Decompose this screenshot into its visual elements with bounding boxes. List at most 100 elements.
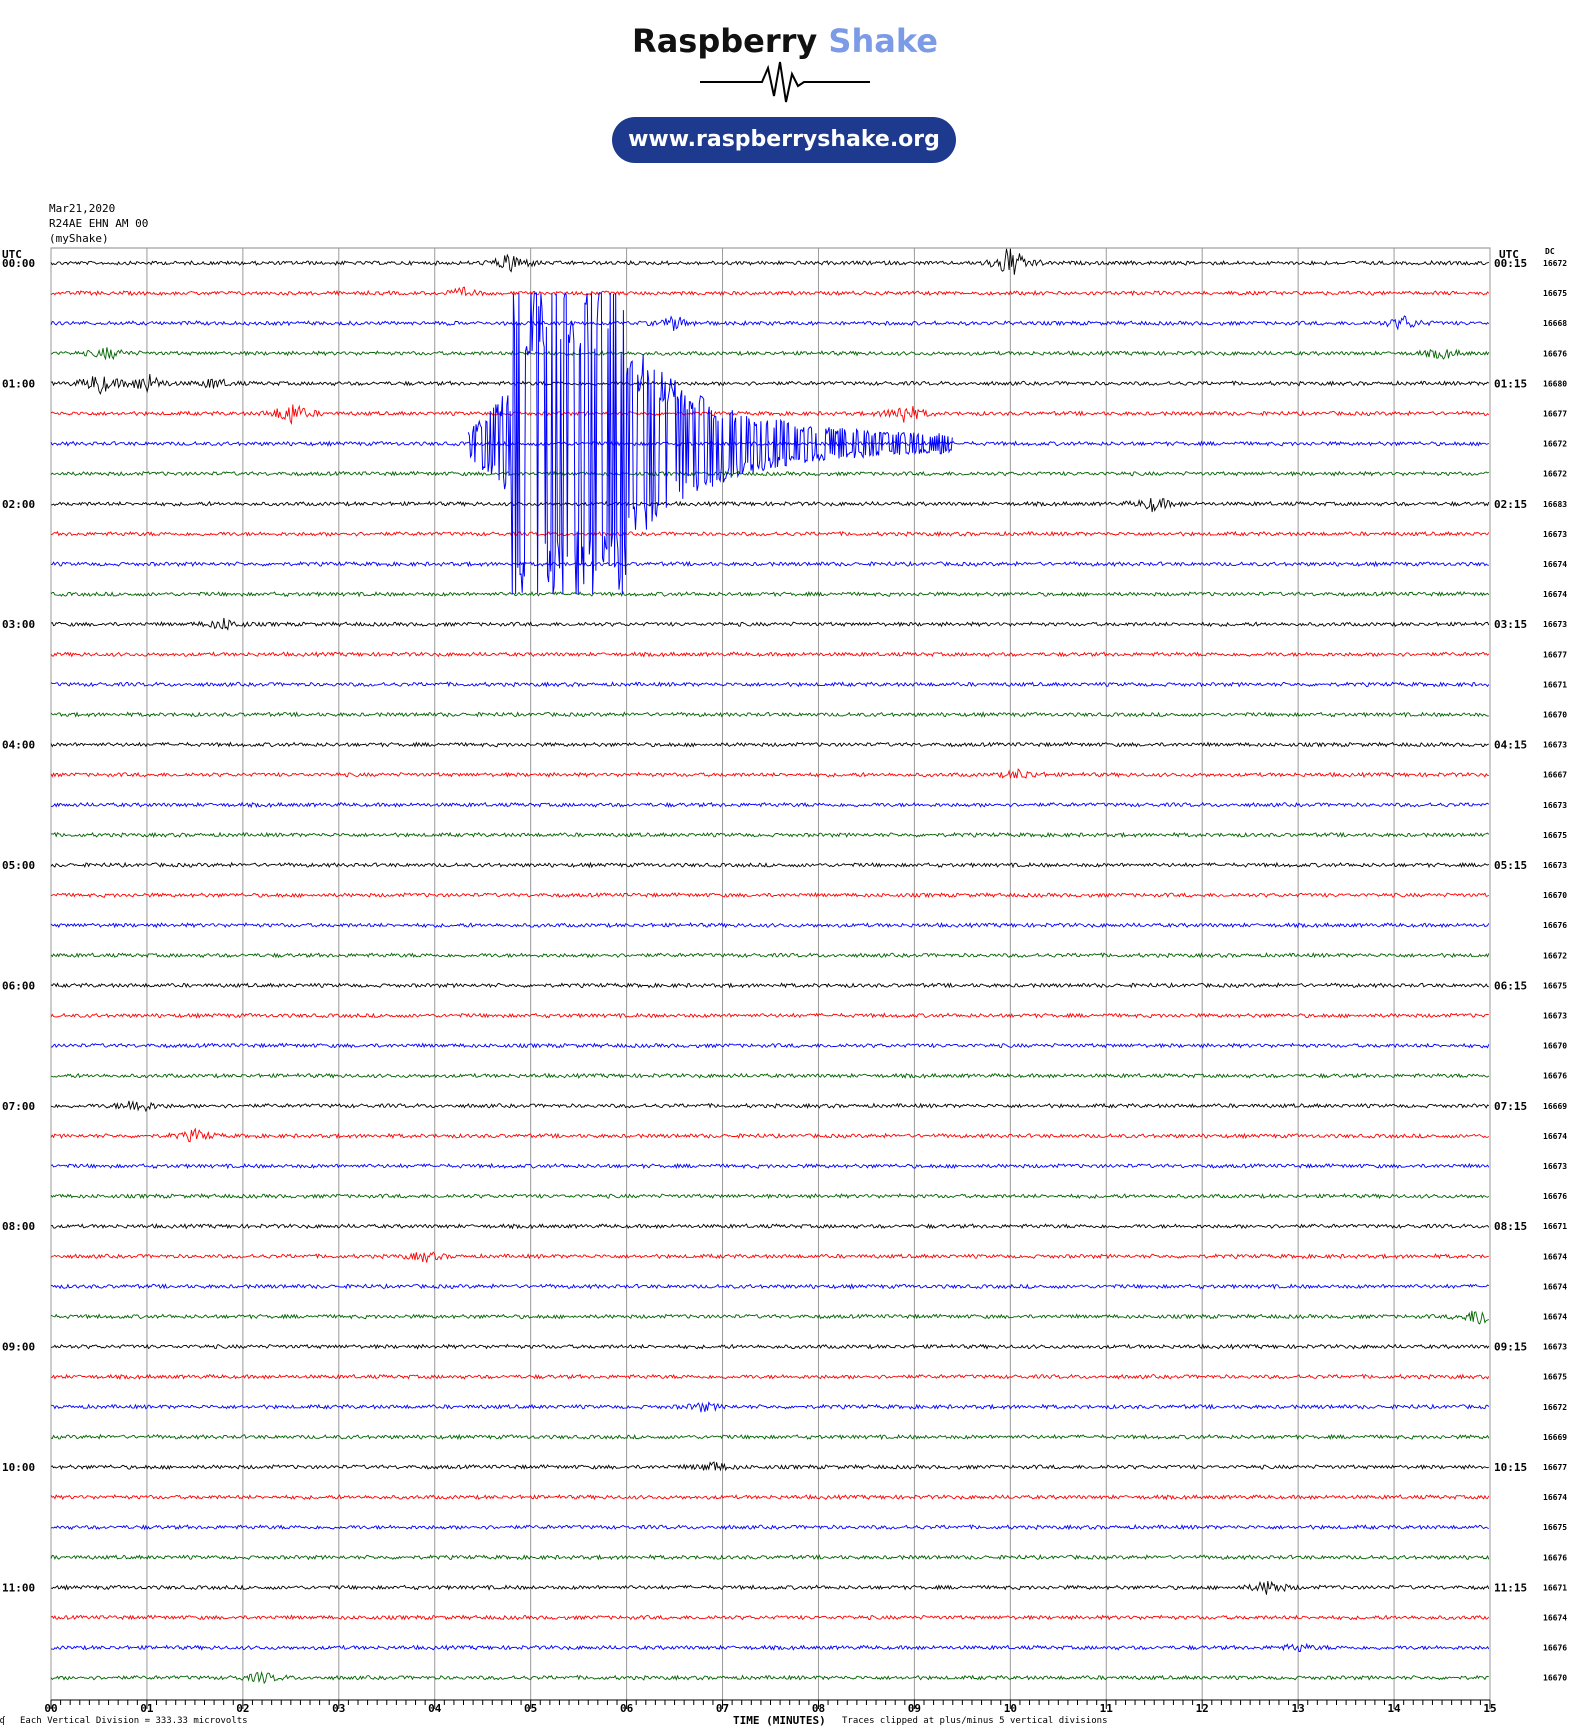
x-tick-label: 04 <box>428 1702 442 1715</box>
trace-row <box>50 1162 1490 1170</box>
dc-value: 16676 <box>1543 1644 1567 1653</box>
left-hour-label: 10:00 <box>2 1461 35 1474</box>
x-tick-label: 06 <box>620 1702 634 1715</box>
trace-row <box>50 1493 1490 1501</box>
right-hour-label: 09:15 <box>1494 1341 1527 1354</box>
earthquake-trace <box>467 291 953 595</box>
x-tick-label: 09 <box>908 1702 921 1715</box>
x-axis-label: TIME (MINUTES) <box>733 1714 826 1727</box>
left-hour-label: 00:00 <box>2 257 35 270</box>
dc-value: 16677 <box>1543 410 1567 419</box>
right-hour-label: 04:15 <box>1494 739 1527 752</box>
dc-value: 16674 <box>1543 1313 1567 1322</box>
dc-value: 16677 <box>1543 650 1567 659</box>
trace-row <box>50 681 1490 688</box>
dc-value: 16671 <box>1543 1583 1567 1592</box>
trace-row <box>50 1580 1490 1595</box>
footer-clip-note: Traces clipped at plus/minus 5 vertical … <box>842 1716 1108 1726</box>
trace-row <box>50 1310 1489 1325</box>
x-tick-label: 05 <box>524 1702 537 1715</box>
right-hour-label: 11:15 <box>1494 1581 1527 1594</box>
x-tick-label: 10 <box>1004 1702 1017 1715</box>
dc-value: 16673 <box>1543 801 1567 810</box>
trace-row <box>50 1614 1490 1621</box>
dc-value: 16675 <box>1543 831 1567 840</box>
dc-value: 16673 <box>1543 530 1567 539</box>
left-hour-label: 11:00 <box>2 1581 35 1594</box>
left-hour-label: 03:00 <box>2 618 35 631</box>
dc-value: 16675 <box>1543 1373 1567 1382</box>
right-axis-title: UTC <box>1499 248 1519 261</box>
dc-value: 16674 <box>1543 1132 1567 1141</box>
station-channel: R24AE EHN AM 00 <box>49 217 149 230</box>
x-tick-label: 02 <box>236 1702 249 1715</box>
dc-value: 16676 <box>1543 1553 1567 1562</box>
dc-value: 16675 <box>1543 981 1567 990</box>
trace-row <box>50 1523 1489 1531</box>
dc-value: 16673 <box>1543 620 1567 629</box>
dc-value: 16670 <box>1543 891 1567 900</box>
trace-row <box>50 315 1490 332</box>
dc-value: 16672 <box>1543 440 1567 449</box>
right-hour-label: 10:15 <box>1494 1461 1527 1474</box>
website-link[interactable]: www.raspberryshake.org <box>612 117 956 163</box>
x-tick-label: 00 <box>44 1702 57 1715</box>
dc-value: 16680 <box>1543 379 1567 388</box>
footer-scale-note: Each Vertical Division = 333.33 microvol… <box>20 1716 248 1726</box>
trace-row <box>50 801 1490 809</box>
brand-title: Raspberry Shake <box>0 22 1570 60</box>
dc-value: 16676 <box>1543 349 1567 358</box>
trace-row <box>50 1042 1490 1049</box>
dc-value: 16674 <box>1543 560 1567 569</box>
trace-row <box>50 861 1490 869</box>
footer-mark: ʠ <box>0 1716 6 1726</box>
dc-value: 16672 <box>1543 1403 1567 1412</box>
left-hour-label: 02:00 <box>2 498 35 511</box>
dc-value: 16676 <box>1543 1072 1567 1081</box>
dc-value: 16671 <box>1543 1222 1567 1231</box>
right-hour-label: 03:15 <box>1494 618 1527 631</box>
trace-row <box>50 374 1490 395</box>
left-axis-title: UTC <box>2 248 22 261</box>
trace-row <box>50 1251 1489 1263</box>
trace-row <box>50 982 1489 989</box>
left-hour-label: 07:00 <box>2 1100 35 1113</box>
x-tick-label: 13 <box>1292 1702 1305 1715</box>
dc-value: 16673 <box>1543 1162 1567 1171</box>
trace-row <box>50 1223 1490 1230</box>
trace-row <box>50 1461 1490 1472</box>
dc-value: 16670 <box>1543 711 1567 720</box>
trace-row <box>50 286 1490 297</box>
record-date: Mar21,2020 <box>49 202 116 215</box>
x-tick-label: 14 <box>1387 1702 1401 1715</box>
trace-row <box>50 922 1490 929</box>
dc-value: 16673 <box>1543 741 1567 750</box>
trace-row <box>50 1373 1490 1381</box>
dc-value: 16674 <box>1543 1493 1567 1502</box>
trace-row <box>50 891 1490 899</box>
dc-value: 16667 <box>1543 771 1567 780</box>
dc-value: 16677 <box>1543 1463 1567 1472</box>
right-hour-label: 05:15 <box>1494 859 1527 872</box>
trace-row <box>50 1192 1490 1200</box>
trace-row <box>50 951 1490 959</box>
trace-row <box>50 1401 1490 1413</box>
dc-value: 16674 <box>1543 1252 1567 1261</box>
dc-value: 16668 <box>1543 319 1567 328</box>
dc-value: 16671 <box>1543 680 1567 689</box>
left-hour-label: 04:00 <box>2 739 35 752</box>
dc-value: 16683 <box>1543 500 1567 509</box>
header: Raspberry Shake www.raspberryshake.org <box>0 0 1570 180</box>
trace-row <box>50 1072 1490 1080</box>
right-hour-label: 00:15 <box>1494 257 1527 270</box>
trace-row <box>50 530 1490 538</box>
trace-row <box>50 248 1489 275</box>
left-hour-label: 05:00 <box>2 859 35 872</box>
x-tick-label: 15 <box>1483 1702 1496 1715</box>
dc-value: 16675 <box>1543 1523 1567 1532</box>
trace-row <box>50 440 1490 447</box>
trace-row <box>50 347 1490 361</box>
dc-value: 16669 <box>1543 1102 1567 1111</box>
dc-value: 16673 <box>1543 861 1567 870</box>
x-tick-label: 03 <box>332 1702 345 1715</box>
